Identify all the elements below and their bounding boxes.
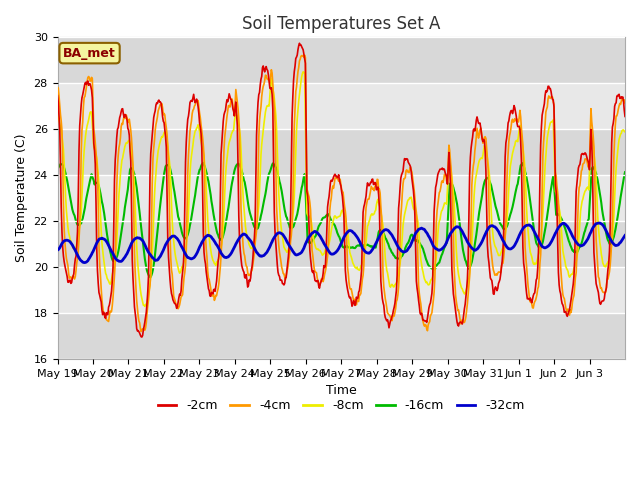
X-axis label: Time: Time — [326, 384, 356, 397]
Bar — [58, 83, 625, 129]
Text: BA_met: BA_met — [63, 47, 116, 60]
Bar — [58, 129, 625, 175]
Bar — [58, 37, 625, 83]
Bar — [58, 313, 625, 359]
Y-axis label: Soil Temperature (C): Soil Temperature (C) — [15, 134, 28, 263]
Bar — [58, 175, 625, 221]
Title: Soil Temperatures Set A: Soil Temperatures Set A — [242, 15, 440, 33]
Bar — [58, 221, 625, 267]
Legend: -2cm, -4cm, -8cm, -16cm, -32cm: -2cm, -4cm, -8cm, -16cm, -32cm — [153, 394, 530, 417]
Bar — [58, 267, 625, 313]
